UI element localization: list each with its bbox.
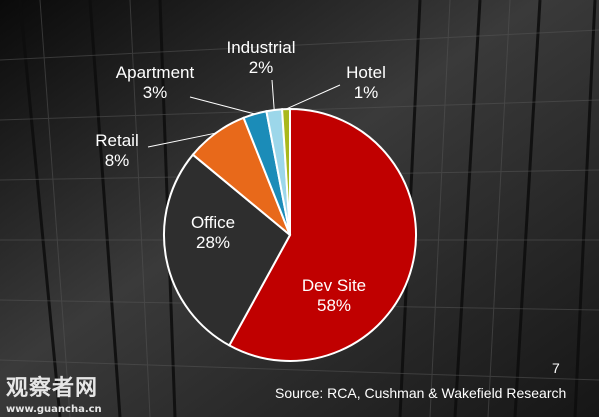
pie-slice-hotel [281, 107, 291, 236]
source-note: Source: RCA, Cushman & Wakefield Researc… [275, 385, 567, 401]
slice-label-office: Office 28% [191, 213, 235, 253]
leader-line-hotel [285, 84, 341, 110]
slice-name: Apartment [115, 63, 195, 82]
slice-percent: 58% [316, 296, 352, 315]
pie-slice-dev-site [227, 107, 417, 362]
slice-label-hotel: Hotel 1% [346, 63, 386, 103]
pie-slice-office [163, 153, 292, 347]
slice-percent: 2% [248, 58, 274, 77]
slice-name: Hotel [346, 63, 386, 82]
slice-percent: 3% [142, 83, 168, 102]
slice-percent: 1% [353, 83, 379, 102]
watermark: 观察者网 www.guancha.cn [6, 370, 102, 415]
leader-line-industrial [271, 79, 275, 111]
page-number: 7 [552, 360, 560, 376]
slice-name: Office [190, 213, 236, 232]
slice-label-apartment: Apartment 3% [116, 63, 194, 103]
watermark-text: 观察者网 [6, 376, 99, 401]
slice-name: Dev Site [301, 276, 367, 295]
leader-line-retail [147, 132, 217, 148]
slice-label-industrial: Industrial 2% [227, 38, 296, 78]
watermark-url: www.guancha.cn [6, 404, 102, 415]
leader-line-apartment [189, 96, 255, 115]
slice-percent: 28% [195, 233, 231, 252]
slice-name: Retail [95, 131, 139, 150]
slice-percent: 8% [104, 151, 130, 170]
slice-label-retail: Retail 8% [95, 131, 138, 171]
slice-name: Industrial [226, 38, 296, 57]
slice-label-dev-site: Dev Site 58% [302, 276, 366, 316]
